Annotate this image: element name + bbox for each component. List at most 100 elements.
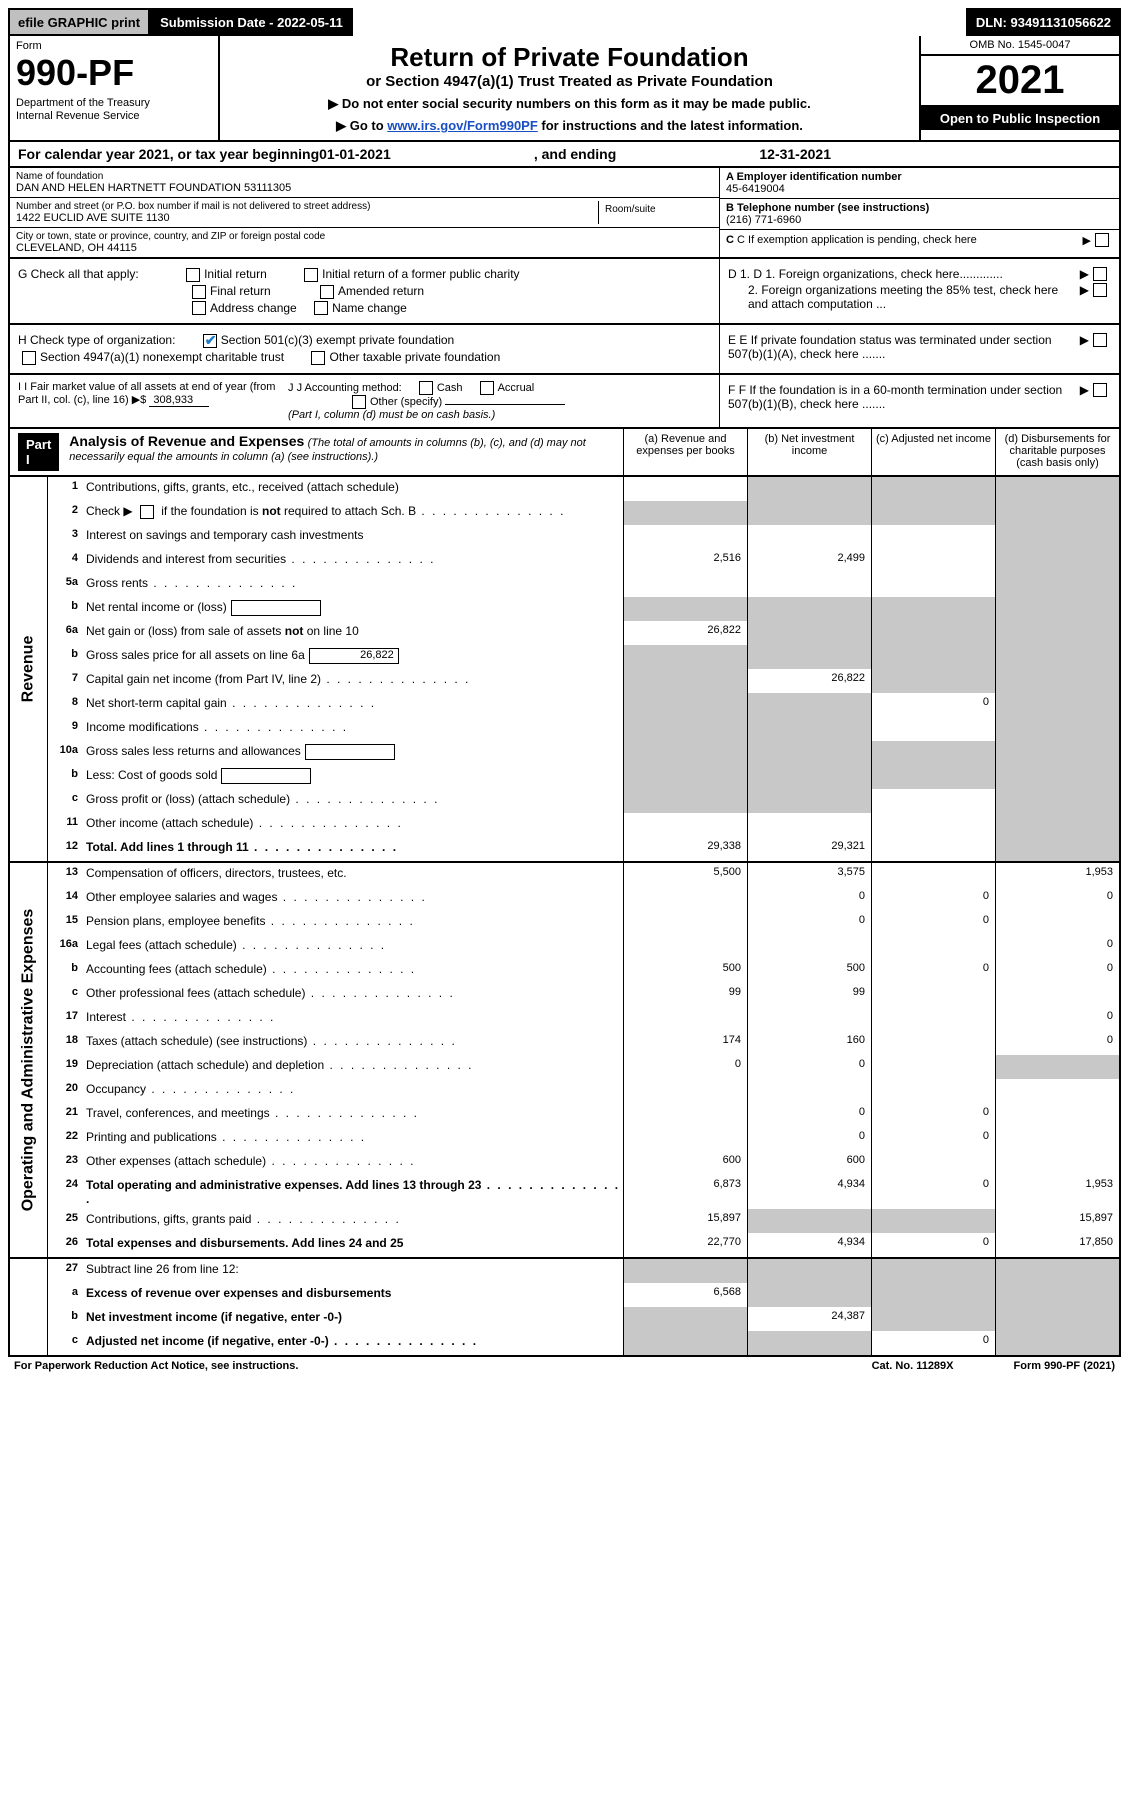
line-description: Adjusted net income (if negative, enter … — [84, 1331, 623, 1355]
amount-cell — [871, 501, 995, 525]
other-specify-input[interactable] — [445, 404, 565, 405]
amount-cell: 160 — [747, 1031, 871, 1055]
amount-cell: 500 — [747, 959, 871, 983]
amount-cell — [871, 573, 995, 597]
line27-table: 27Subtract line 26 from line 12:aExcess … — [8, 1259, 1121, 1357]
amount-cell — [623, 1103, 747, 1127]
amount-cell — [871, 813, 995, 837]
s4947-checkbox[interactable] — [22, 351, 36, 365]
table-row: 16aLegal fees (attach schedule)0 — [48, 935, 1119, 959]
amount-cell — [995, 983, 1119, 1007]
line-description: Excess of revenue over expenses and disb… — [84, 1283, 623, 1307]
paperwork-notice: For Paperwork Reduction Act Notice, see … — [14, 1360, 872, 1372]
name-change-label: Name change — [332, 301, 407, 315]
line-number: 23 — [48, 1151, 84, 1175]
amount-cell — [747, 573, 871, 597]
amount-cell — [871, 1307, 995, 1331]
inline-amount-box — [305, 744, 395, 760]
f-checkbox[interactable] — [1093, 383, 1107, 397]
part1-label: Part I — [18, 433, 59, 471]
amount-cell — [747, 935, 871, 959]
line-description: Net investment income (if negative, ente… — [84, 1307, 623, 1331]
dept-treasury: Department of the Treasury — [16, 97, 212, 110]
line-number: b — [48, 765, 84, 789]
goto-line: ▶ Go to www.irs.gov/Form990PF for instru… — [230, 118, 909, 134]
line-description: Accounting fees (attach schedule) — [84, 959, 623, 983]
line-number: 13 — [48, 863, 84, 887]
line-description: Check ▶ if the foundation is not require… — [84, 501, 623, 525]
arrow-icon: ▶ — [1080, 333, 1089, 361]
amount-cell: 600 — [747, 1151, 871, 1175]
line-description: Dividends and interest from securities — [84, 549, 623, 573]
amount-cell — [871, 1055, 995, 1079]
irs-label: Internal Revenue Service — [16, 110, 212, 123]
address-change-label: Address change — [210, 301, 297, 315]
amount-cell — [623, 573, 747, 597]
amount-cell — [871, 1259, 995, 1283]
amount-cell — [995, 717, 1119, 741]
cash-checkbox[interactable] — [419, 381, 433, 395]
amount-cell — [995, 477, 1119, 501]
line-number: 2 — [48, 501, 84, 525]
other-taxable-checkbox[interactable] — [311, 351, 325, 365]
d1-checkbox[interactable] — [1093, 267, 1107, 281]
final-return-checkbox[interactable] — [192, 285, 206, 299]
s501c3-checkbox[interactable] — [203, 334, 217, 348]
i-arrow: ▶$ — [132, 394, 147, 406]
accrual-checkbox[interactable] — [480, 381, 494, 395]
phone-label: B Telephone number (see instructions) — [726, 202, 1113, 214]
e-label: E E If private foundation status was ter… — [728, 333, 1080, 361]
amount-cell — [623, 813, 747, 837]
d2-checkbox[interactable] — [1093, 283, 1107, 297]
line-description: Total operating and administrative expen… — [84, 1175, 623, 1209]
line-number: c — [48, 789, 84, 813]
city-value: CLEVELAND, OH 44115 — [16, 242, 713, 254]
initial-former-checkbox[interactable] — [304, 268, 318, 282]
amount-cell: 0 — [747, 1127, 871, 1151]
line-description: Gross sales price for all assets on line… — [84, 645, 623, 669]
col-d-header: (d) Disbursements for charitable purpose… — [995, 429, 1119, 475]
line-number: 22 — [48, 1127, 84, 1151]
amount-cell: 0 — [871, 1331, 995, 1355]
f-text: F If the foundation is in a 60-month ter… — [728, 383, 1062, 411]
table-row: 8Net short-term capital gain0 — [48, 693, 1119, 717]
line-description: Contributions, gifts, grants, etc., rece… — [84, 477, 623, 501]
table-row: 7Capital gain net income (from Part IV, … — [48, 669, 1119, 693]
g-label: G Check all that apply: — [18, 267, 139, 281]
name-change-checkbox[interactable] — [314, 301, 328, 315]
exemption-pending-checkbox[interactable] — [1095, 233, 1109, 247]
table-row: 9Income modifications — [48, 717, 1119, 741]
expenses-table: Operating and Administrative Expenses 13… — [8, 863, 1121, 1259]
arrow-icon: ▶ — [1080, 383, 1089, 411]
form-subtitle: or Section 4947(a)(1) Trust Treated as P… — [230, 73, 909, 90]
amended-return-checkbox[interactable] — [320, 285, 334, 299]
line-number: 17 — [48, 1007, 84, 1031]
table-row: 3Interest on savings and temporary cash … — [48, 525, 1119, 549]
amount-cell: 6,568 — [623, 1283, 747, 1307]
table-row: 23Other expenses (attach schedule)600600 — [48, 1151, 1119, 1175]
amount-cell — [747, 1209, 871, 1233]
amount-cell — [871, 645, 995, 669]
other-specify-checkbox[interactable] — [352, 395, 366, 409]
amount-cell — [747, 525, 871, 549]
line-description: Gross sales less returns and allowances — [84, 741, 623, 765]
line-description: Capital gain net income (from Part IV, l… — [84, 669, 623, 693]
inline-checkbox[interactable] — [140, 505, 154, 519]
cal-end: 12-31-2021 — [759, 146, 831, 162]
amount-cell — [871, 1283, 995, 1307]
address-change-checkbox[interactable] — [192, 301, 206, 315]
c-text: C If exemption application is pending, c… — [737, 234, 977, 246]
amount-cell — [747, 477, 871, 501]
amount-cell: 0 — [871, 959, 995, 983]
initial-return-checkbox[interactable] — [186, 268, 200, 282]
line-number: 11 — [48, 813, 84, 837]
g-d-row: G Check all that apply: Initial return I… — [8, 259, 1121, 325]
line-number: 12 — [48, 837, 84, 861]
form990pf-link[interactable]: www.irs.gov/Form990PF — [387, 118, 538, 133]
revenue-rail: Revenue — [10, 477, 48, 861]
e-checkbox[interactable] — [1093, 333, 1107, 347]
line-description: Gross rents — [84, 573, 623, 597]
open-public-inspection: Open to Public Inspection — [921, 107, 1119, 130]
table-row: bGross sales price for all assets on lin… — [48, 645, 1119, 669]
amount-cell — [995, 837, 1119, 861]
